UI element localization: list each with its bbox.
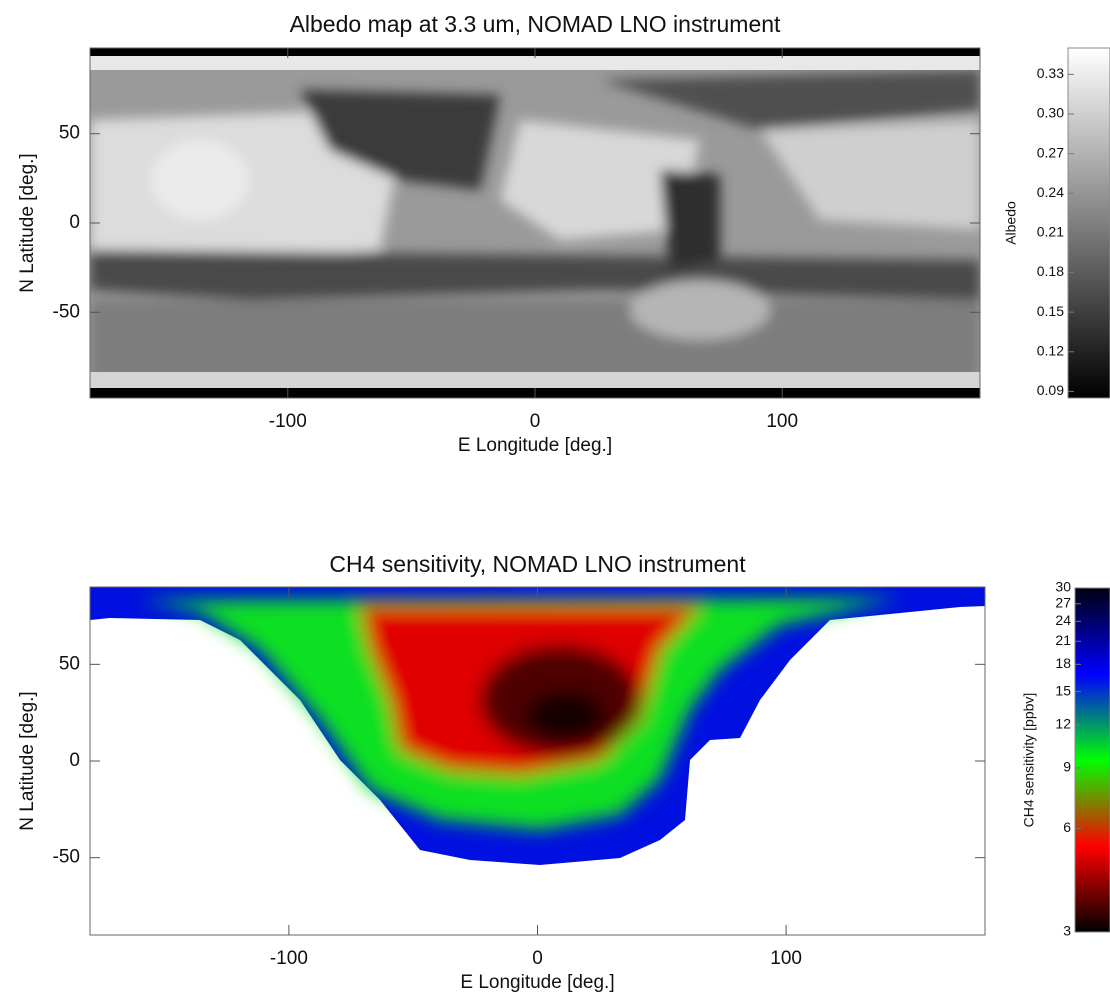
x-tick-label: 100	[770, 948, 802, 969]
colorbar-tick-label: 0.15	[1037, 303, 1064, 319]
x-tick-label: 0	[532, 948, 543, 969]
colorbar-tick-label: 0.24	[1037, 184, 1064, 200]
colorbar-tick-label: 0.18	[1037, 263, 1064, 279]
colorbar-tick-label: 12	[1055, 716, 1071, 732]
x-axis-label: E Longitude [deg.]	[458, 435, 612, 456]
colorbar-tick-label: 0.30	[1037, 105, 1064, 121]
x-tick-label: -100	[270, 948, 308, 969]
colorbar-tick-label: 21	[1055, 632, 1071, 648]
colorbar-tick-label: 3	[1063, 923, 1071, 939]
colorbar-tick-label: 0.33	[1037, 65, 1064, 81]
chart-title: CH4 sensitivity, NOMAD LNO instrument	[329, 551, 746, 577]
y-tick-label: -50	[53, 301, 80, 322]
x-tick-label: -100	[269, 411, 307, 432]
colorbar-tick-label: 15	[1055, 682, 1071, 698]
y-tick-label: -50	[53, 847, 80, 868]
x-tick-label: 100	[766, 411, 798, 432]
colorbar	[1074, 587, 1110, 933]
colorbar-tick-label: 24	[1055, 612, 1071, 628]
colorbar-tick-label: 27	[1055, 594, 1071, 610]
x-axis-label: E Longitude [deg.]	[460, 972, 614, 993]
colorbar-tick-label: 30	[1055, 579, 1071, 595]
colorbar-tick-label: 0.12	[1037, 342, 1064, 358]
chart-title: Albedo map at 3.3 um, NOMAD LNO instrume…	[290, 11, 781, 37]
y-tick-label: 50	[59, 123, 80, 144]
y-tick-label: 0	[69, 212, 80, 233]
colorbar-tick-label: 18	[1055, 655, 1071, 671]
x-tick-label: 0	[530, 411, 541, 432]
colorbar-tick-label: 6	[1063, 819, 1071, 835]
colorbar-tick-label: 9	[1063, 759, 1071, 775]
y-tick-label: 50	[59, 653, 80, 674]
colorbar-label: Albedo	[1003, 201, 1019, 245]
y-axis-label: N Latitude [deg.]	[17, 691, 38, 830]
ch4-image	[90, 587, 985, 935]
y-tick-label: 0	[69, 750, 80, 771]
albedo-image	[90, 48, 980, 398]
colorbar	[1067, 47, 1110, 399]
colorbar-tick-label: 0.27	[1037, 144, 1064, 160]
colorbar-label: CH4 sensitivity [ppbv]	[1021, 693, 1037, 828]
colorbar-tick-label: 0.21	[1037, 224, 1064, 240]
y-axis-label: N Latitude [deg.]	[17, 153, 38, 292]
colorbar-tick-label: 0.09	[1037, 382, 1064, 398]
